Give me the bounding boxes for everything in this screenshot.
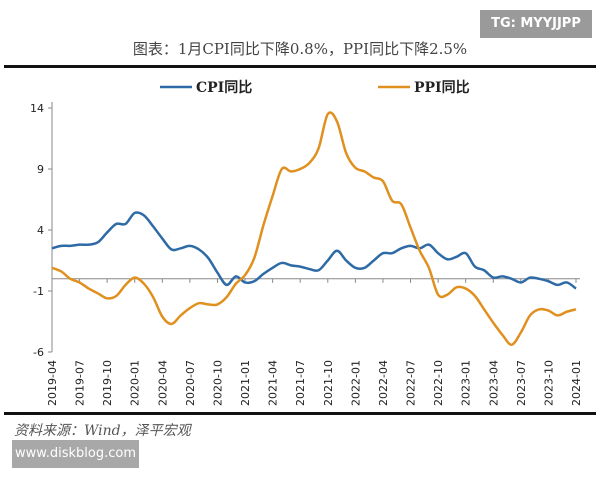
- x-tick-label: 2022-04: [377, 360, 390, 406]
- top-rule: [4, 65, 596, 68]
- x-tick-label: 2021-04: [267, 360, 280, 406]
- legend: CPI同比 PPI同比: [160, 79, 470, 96]
- x-tick-label: 2023-07: [515, 360, 528, 406]
- series-line-ppi: [51, 111, 577, 346]
- y-tick-label: 4: [37, 224, 44, 237]
- x-tick-label: 2020-07: [184, 360, 197, 406]
- watermark-top: TG: MYYJJPP: [480, 10, 592, 38]
- x-tick-label: 2023-04: [487, 360, 500, 406]
- x-tick-label: 2019-07: [74, 360, 87, 406]
- y-tick-label: -1: [33, 285, 44, 298]
- x-tick-label: 2022-10: [432, 360, 445, 406]
- legend-label-cpi: CPI同比: [196, 79, 252, 96]
- chart-title: 图表：1月CPI同比下降0.8%，PPI同比下降2.5%: [132, 40, 468, 58]
- x-tick-label: 2021-07: [294, 360, 307, 406]
- x-tick-label: 2019-04: [46, 360, 59, 406]
- x-tick-label: 2023-10: [542, 360, 555, 406]
- bottom-rule: [4, 412, 596, 415]
- watermark-bottom: www.diskblog.com: [12, 440, 139, 468]
- x-tick-label: 2022-01: [349, 360, 362, 406]
- y-tick-label: -6: [33, 346, 44, 359]
- x-tick-label: 2023-01: [460, 360, 473, 406]
- x-tick-label: 2024-01: [570, 360, 583, 406]
- x-tick-label: 2020-04: [156, 360, 169, 406]
- x-tick-label: 2019-10: [101, 360, 114, 406]
- legend-label-ppi: PPI同比: [414, 79, 470, 96]
- y-tick-label: 9: [37, 163, 44, 176]
- x-tick-label: 2021-01: [239, 360, 252, 406]
- series-line-cpi: [51, 211, 577, 290]
- x-tick-label: 2022-07: [405, 360, 418, 406]
- y-tick-label: 14: [30, 102, 44, 115]
- source-note: 资料来源：Wind，泽平宏观: [14, 423, 191, 439]
- x-tick-label: 2020-01: [129, 360, 142, 406]
- x-tick-label: 2020-10: [211, 360, 224, 406]
- x-tick-label: 2021-10: [322, 360, 335, 406]
